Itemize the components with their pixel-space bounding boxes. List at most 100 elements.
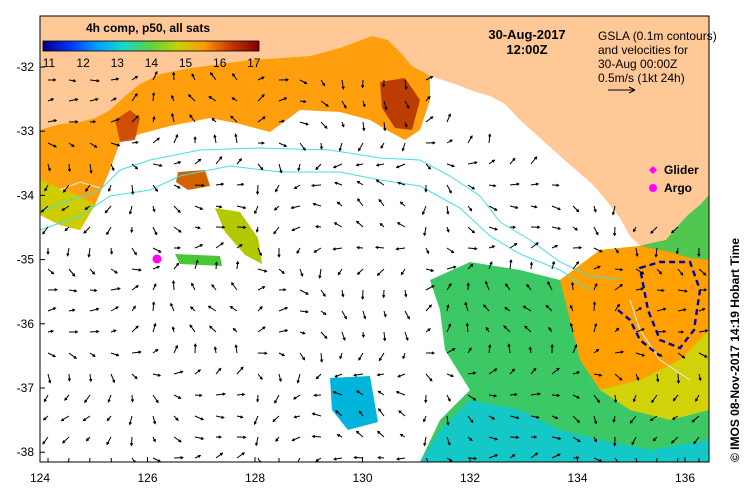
velocity-arrow [488, 454, 499, 459]
velocity-arrow [425, 268, 435, 272]
velocity-arrow [194, 226, 201, 230]
velocity-arrow [509, 259, 513, 270]
velocity-arrow [152, 394, 159, 404]
velocity-arrow [376, 430, 385, 438]
velocity-arrow [362, 121, 366, 132]
velocity-arrow [356, 390, 364, 396]
velocity-arrow [357, 198, 364, 207]
velocity-arrow [296, 247, 301, 254]
velocity-arrow [677, 330, 685, 334]
velocity-arrow [656, 373, 660, 383]
velocity-arrow [231, 281, 238, 291]
velocity-arrow [299, 352, 306, 361]
velocity-arrow [488, 436, 499, 441]
velocity-arrow [171, 94, 175, 102]
velocity-arrow [314, 225, 322, 229]
y-tick-label: -34 [17, 188, 35, 202]
velocity-arrow [488, 261, 493, 270]
velocity-arrow [341, 289, 345, 298]
velocity-arrow [229, 306, 238, 312]
velocity-arrow [572, 205, 580, 213]
velocity-arrow [173, 205, 181, 214]
velocity-arrow [173, 161, 182, 165]
velocity-arrow [551, 260, 556, 270]
velocity-arrow [509, 157, 516, 165]
velocity-arrow [551, 415, 559, 420]
velocity-arrow [194, 205, 204, 210]
velocity-arrow [211, 283, 217, 291]
velocity-arrow [635, 287, 645, 291]
x-tick-label: 128 [245, 471, 265, 485]
velocity-arrow [341, 79, 345, 90]
velocity-arrow [187, 94, 196, 102]
velocity-arrow [378, 198, 385, 207]
velocity-arrow [68, 98, 79, 102]
velocity-arrow [423, 226, 427, 237]
velocity-arrow [466, 282, 470, 291]
velocity-arrow [509, 242, 518, 249]
velocity-arrow [488, 368, 498, 375]
velocity-arrow [698, 329, 709, 333]
velocity-arrow [530, 452, 539, 459]
velocity-arrow [356, 246, 364, 250]
velocity-arrow [68, 308, 76, 312]
velocity-arrow [395, 163, 406, 169]
velocity-arrow [299, 310, 309, 314]
velocity-arrow [278, 457, 280, 462]
velocity-arrow [318, 268, 322, 279]
velocity-arrow [299, 268, 304, 277]
velocity-arrow [488, 205, 498, 211]
y-tick-label: -38 [17, 445, 35, 459]
velocity-arrow [485, 326, 490, 333]
velocity-arrow [313, 393, 322, 397]
velocity-arrow [215, 435, 223, 439]
velocity-arrow [62, 436, 70, 444]
velocity-arrow [651, 394, 658, 404]
velocity-arrow [404, 289, 408, 298]
velocity-arrow [691, 415, 700, 423]
velocity-arrow [131, 140, 139, 145]
sst-coastal-yellow [40, 180, 95, 230]
velocity-arrow [697, 458, 701, 462]
velocity-arrow [214, 261, 219, 270]
velocity-arrow [635, 328, 645, 333]
velocity-arrow [106, 436, 112, 446]
velocity-arrow [488, 394, 498, 398]
gsla-note-2: and velocities for [598, 43, 688, 57]
velocity-arrow [194, 393, 203, 397]
velocity-arrow [62, 184, 70, 193]
velocity-arrow [446, 205, 450, 215]
velocity-arrow [191, 73, 196, 81]
velocity-arrow [467, 263, 474, 270]
velocity-arrow [404, 121, 408, 128]
velocity-arrow [399, 201, 406, 207]
velocity-arrow [320, 79, 326, 87]
velocity-arrow [425, 247, 430, 255]
velocity-arrow [293, 415, 301, 419]
sst-coastal-red-west [115, 110, 140, 142]
velocity-arrow [379, 222, 385, 228]
velocity-arrow [355, 220, 364, 228]
velocity-arrow [107, 394, 112, 403]
x-tick-label: 134 [567, 471, 587, 485]
velocity-arrow [446, 247, 455, 254]
velocity-arrow [569, 304, 574, 312]
velocity-arrow [236, 452, 246, 459]
velocity-arrow [152, 348, 159, 354]
velocity-arrow [152, 265, 161, 270]
velocity-arrow [152, 436, 156, 443]
velocity-arrow [84, 394, 91, 404]
velocity-arrow [291, 436, 301, 442]
velocity-arrow [467, 246, 478, 251]
velocity-arrow [376, 268, 385, 276]
velocity-arrow [274, 394, 280, 404]
velocity-arrow [334, 373, 343, 378]
velocity-arrow [60, 415, 70, 422]
velocity-arrow [173, 184, 181, 189]
velocity-arrow [85, 184, 91, 192]
velocity-arrow [614, 327, 620, 333]
sst-east-cyan [420, 400, 709, 462]
velocity-arrow [382, 289, 386, 299]
date-line-2: 12:00Z [506, 42, 547, 57]
